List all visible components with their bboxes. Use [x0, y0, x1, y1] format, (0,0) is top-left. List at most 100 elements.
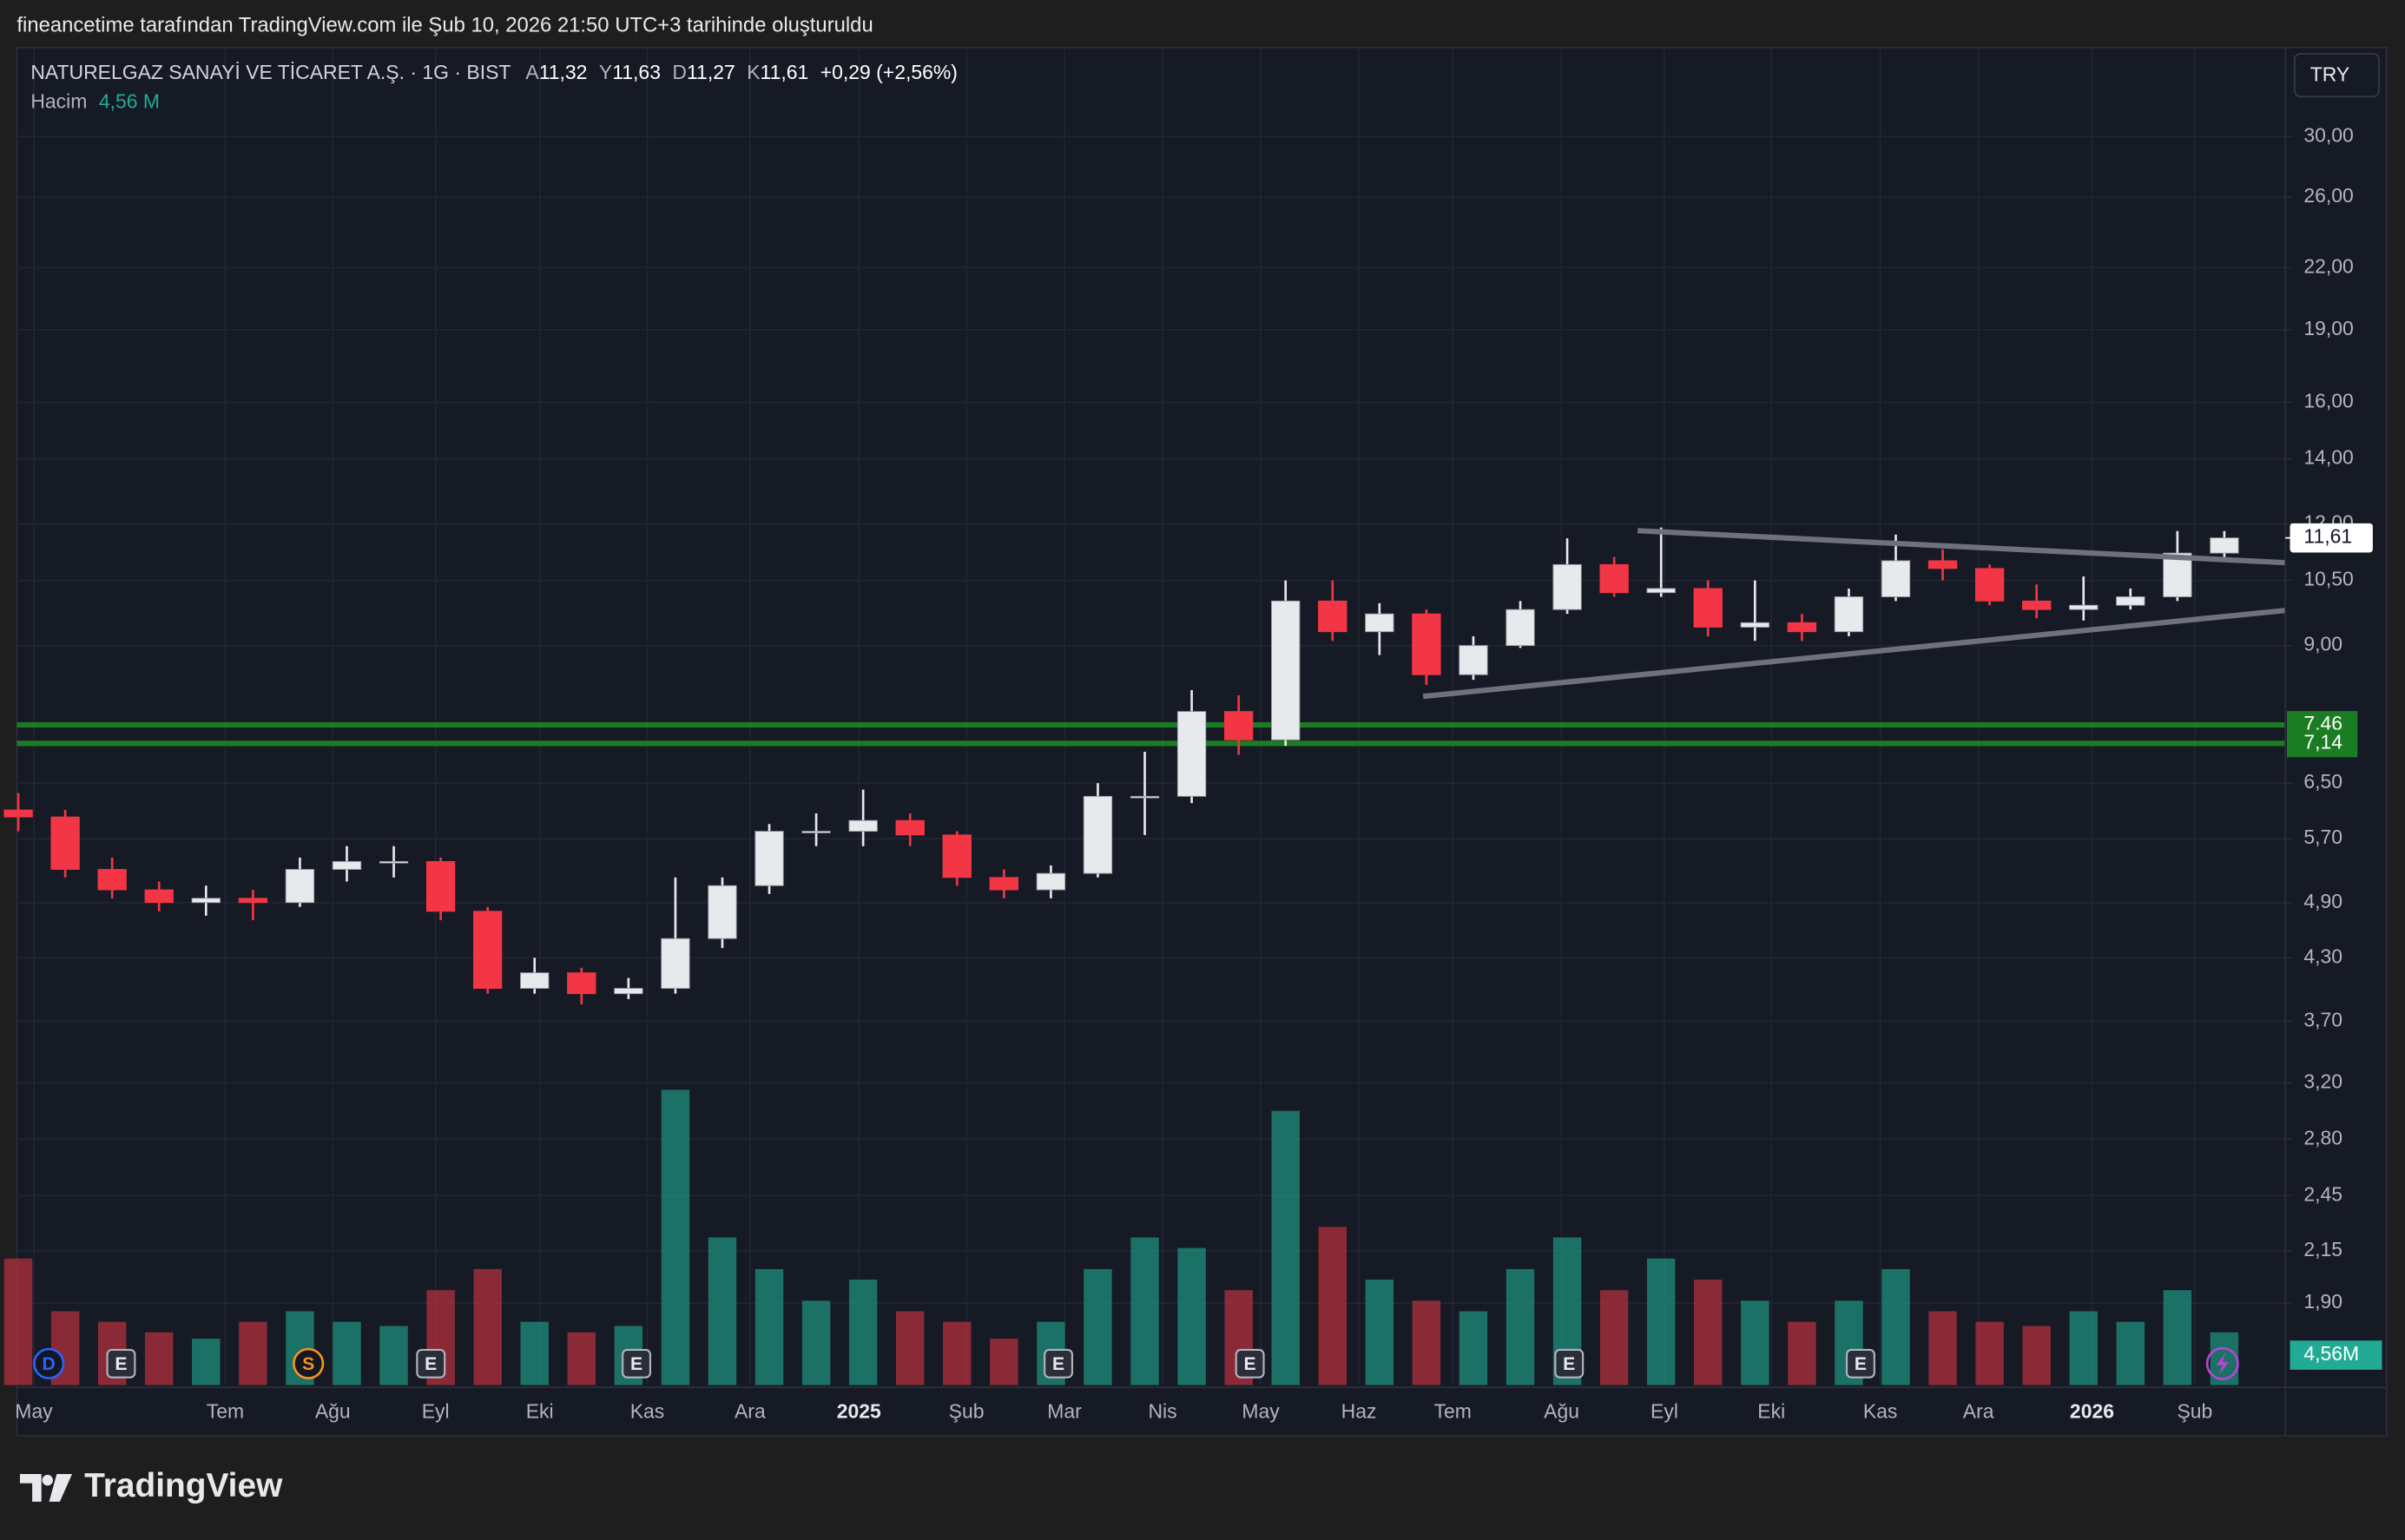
volume-bar [1741, 1300, 1769, 1385]
event-icon [622, 1348, 651, 1379]
x-tick-label: Eyl [422, 1399, 450, 1422]
y-tick-label: 26,00 [2303, 184, 2353, 207]
volume-bar [708, 1237, 737, 1385]
y-tick-label: 6,50 [2303, 770, 2342, 793]
alert-bolt [2216, 1352, 2229, 1375]
candle-body [520, 972, 550, 990]
candle-body [848, 819, 878, 833]
volume-bar [1412, 1300, 1441, 1385]
volume-bar [895, 1311, 925, 1385]
volume-bar [1130, 1237, 1159, 1385]
event-label: E [1855, 1354, 1867, 1374]
candle-body [1552, 563, 1582, 610]
logo-slash [49, 1474, 73, 1502]
candle-body [1599, 563, 1629, 594]
event-icon [293, 1347, 325, 1379]
candle-body [1223, 711, 1254, 740]
candle-body [238, 898, 268, 904]
volume-bar [2022, 1326, 2051, 1385]
volume-bar [1271, 1110, 1300, 1385]
x-tick-label: Haz [1341, 1399, 1377, 1422]
candle-body [2116, 596, 2145, 606]
candle-body [1036, 872, 1066, 891]
candle-body [144, 889, 174, 904]
volume-legend-value: 4,56 M [99, 89, 160, 112]
candle-body [50, 816, 80, 870]
candle-body [332, 860, 362, 870]
y-tick-label: 5,70 [2303, 826, 2342, 848]
event-icon [416, 1348, 446, 1379]
event-icon [1554, 1348, 1585, 1379]
volume-bar [754, 1268, 784, 1385]
y-tick-label: 3,20 [2303, 1069, 2342, 1092]
volume-badge [2290, 1340, 2382, 1370]
logo-dot [42, 1474, 53, 1486]
y-tick-label: 4,90 [2303, 890, 2342, 912]
y-tick-label: 4,30 [2303, 944, 2342, 967]
legend-key: A [525, 61, 539, 83]
event-icon [1044, 1348, 1074, 1379]
volume-bar [1599, 1290, 1629, 1385]
volume-bar [1459, 1311, 1488, 1385]
x-tick-label: May [1242, 1399, 1280, 1422]
candle-body [942, 834, 972, 879]
candle-body [425, 860, 456, 912]
levels-layer [16, 721, 2286, 747]
volume-bar [1788, 1321, 1816, 1385]
candle-body [989, 877, 1018, 891]
volume-bar [567, 1332, 596, 1385]
candle-body [614, 988, 643, 995]
event-icon [106, 1348, 136, 1379]
legend-key: K [747, 61, 761, 83]
candle-body [473, 911, 503, 990]
legend-value: 11,27 [687, 61, 735, 83]
event-label: E [115, 1354, 127, 1374]
candle-body [1176, 711, 1207, 797]
candle-body [1271, 600, 1301, 740]
y-tick-label: 2,80 [2303, 1126, 2342, 1148]
x-tick-label: Nis [1148, 1399, 1176, 1422]
candle-body [661, 938, 690, 990]
y-tick-label: 3,70 [2303, 1009, 2342, 1031]
y-tick-label: 1,90 [2303, 1290, 2342, 1313]
trendline [1422, 608, 2286, 700]
candle-layer [3, 527, 2239, 1005]
volume-bar [520, 1321, 549, 1385]
candle-body [1646, 588, 1676, 594]
event-icon [1235, 1348, 1265, 1379]
last-price-label: 11,61 [2303, 525, 2352, 548]
candle-body [1787, 622, 1817, 633]
x-tick-label: Eki [526, 1399, 554, 1422]
volume-bar [379, 1326, 408, 1385]
x-tick-label: Tem [207, 1399, 244, 1422]
y-tick-label: 19,00 [2303, 317, 2353, 339]
y-tick-label: 10,50 [2303, 568, 2353, 590]
volume-legend: Hacim 4,56 M [30, 89, 160, 112]
volume-bar [1506, 1268, 1535, 1385]
x-tick-label: Tem [1433, 1399, 1471, 1422]
header: fineancetime tarafından TradingView.com … [16, 13, 873, 36]
y-tick-label: 22,00 [2303, 254, 2353, 277]
volume-bar [1928, 1311, 1957, 1385]
legend-symbol: NATURELGAZ SANAYİ VE TİCARET A.Ş. · 1G ·… [30, 61, 511, 83]
alert-icon[interactable] [2205, 1346, 2239, 1380]
volume-bar [333, 1321, 361, 1385]
x-tick-label: Ağu [1544, 1399, 1579, 1422]
volume-bar [1694, 1280, 1723, 1385]
logo-mark [19, 1474, 42, 1502]
candle-body [1506, 609, 1535, 647]
event-icon [1845, 1348, 1875, 1379]
event-label: E [1244, 1354, 1256, 1374]
trendline [1637, 528, 2286, 566]
y-tick-label: 30,00 [2303, 123, 2353, 146]
x-tick-label: Şub [949, 1399, 985, 1422]
x-tick-label: Ağu [315, 1399, 351, 1422]
candle-body [567, 972, 596, 995]
candle-body [708, 885, 737, 939]
currency-button[interactable] [2293, 52, 2380, 98]
volume-bar [239, 1321, 267, 1385]
y-tick-label: 9,00 [2303, 633, 2342, 655]
event-label: E [630, 1354, 642, 1374]
event-icon [33, 1347, 65, 1379]
